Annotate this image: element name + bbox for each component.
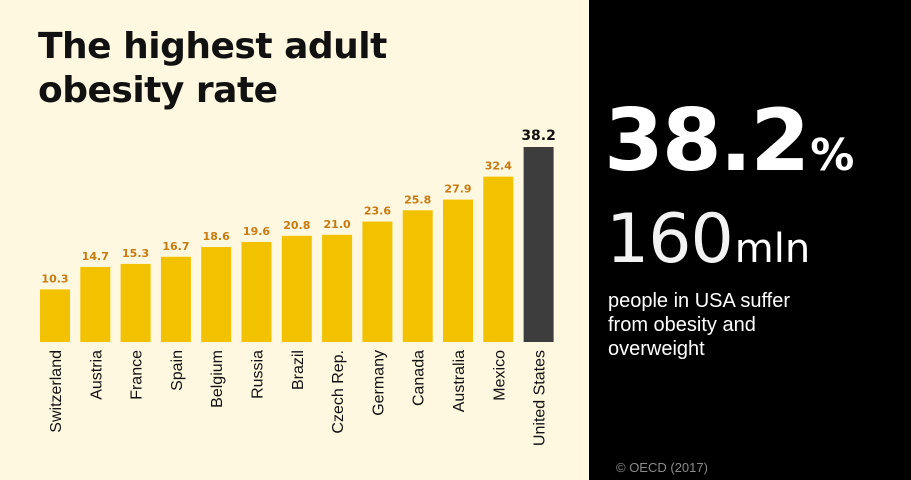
category-label-austria: Austria (88, 350, 105, 400)
highlight-description: people in USA suffer from obesity and ov… (608, 289, 878, 361)
highlight-count: 160mln (606, 206, 810, 274)
bar-brazil (281, 235, 312, 342)
highlight-percent: 38.2% (604, 98, 854, 184)
highlight-panel (589, 0, 911, 480)
chart-panel: The highest adult obesity rate 10.3 Switz… (0, 0, 589, 480)
value-label-australia: 27.9 (444, 183, 471, 196)
category-label-belgium: Belgium (209, 350, 226, 408)
category-label-czech-rep: Czech Rep. (330, 350, 347, 434)
chart-title-line-1: The highest adult (38, 26, 387, 67)
bar-australia (443, 199, 473, 342)
highlight-description-line-1: people in USA suffer (608, 290, 790, 312)
bar-france (120, 263, 151, 342)
category-label-germany: Germany (370, 350, 387, 416)
source-credit: © OECD (2017) (616, 460, 708, 475)
bar-germany (362, 221, 393, 342)
category-label-mexico: Mexico (491, 350, 508, 401)
value-label-czech-rep: 21.0 (324, 218, 351, 231)
value-label-russia: 19.6 (243, 225, 270, 238)
bar-austria (80, 266, 111, 342)
highlight-count-unit: mln (734, 226, 811, 272)
chart-title: The highest adult obesity rate (38, 25, 387, 113)
category-label-australia: Australia (451, 350, 468, 412)
category-label-spain: Spain (169, 350, 186, 391)
category-label-russia: Russia (250, 350, 267, 399)
highlight-percent-value: 38.2 (604, 91, 810, 191)
value-label-belgium: 18.6 (203, 230, 230, 243)
bar-switzerland (40, 289, 70, 342)
category-label-canada: Canada (411, 350, 428, 406)
value-label-austria: 14.7 (82, 250, 109, 263)
chart-title-line-2: obesity rate (38, 70, 278, 111)
bar-belgium (201, 247, 232, 342)
highlight-count-value: 160 (606, 200, 734, 279)
category-label-brazil: Brazil (290, 350, 307, 390)
highlight-description-line-2: from obesity and (608, 314, 756, 336)
category-label-switzerland: Switzerland (48, 350, 65, 433)
value-label-france: 15.3 (122, 247, 149, 260)
highlight-percent-symbol: % (810, 130, 855, 181)
bar-spain (160, 256, 191, 342)
bar-czech-rep (322, 234, 353, 342)
value-label-germany: 23.6 (364, 205, 391, 218)
bar-mexico (483, 176, 514, 342)
value-label-spain: 16.7 (162, 240, 189, 253)
value-label-mexico: 32.4 (485, 160, 512, 173)
value-label-canada: 25.8 (404, 193, 431, 206)
highlight-description-line-3: overweight (608, 338, 705, 360)
value-label-switzerland: 10.3 (41, 272, 68, 285)
category-label-france: France (129, 350, 146, 400)
bar-united-states (523, 147, 554, 342)
value-label-united-states: 38.2 (521, 128, 556, 144)
bar-canada (402, 210, 433, 342)
category-label-united-states: United States (532, 350, 549, 446)
value-label-brazil: 20.8 (283, 219, 310, 232)
bar-chart: 10.3 Switzerland 14.7 Austria 15.3 France 16.7… (40, 128, 556, 446)
bar-russia (241, 241, 272, 342)
